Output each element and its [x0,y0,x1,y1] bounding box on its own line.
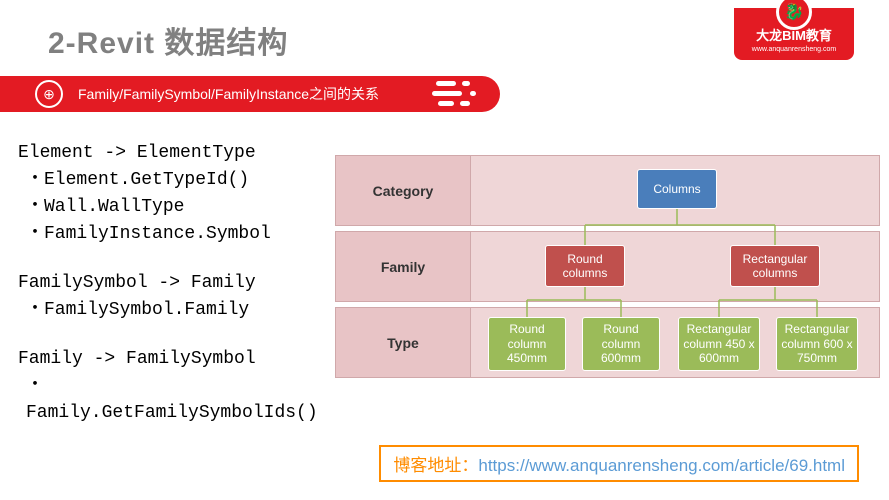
node-round: Round columns [545,245,625,287]
row-label: Category [335,155,470,226]
target-icon: ⊕ [35,80,63,108]
code-header: Family -> FamilySymbol [18,346,328,373]
node-rc450: Rectangular column 450 x 600mm [678,317,760,371]
node-rect: Rectangular columns [730,245,820,287]
code-block-2: FamilySymbol -> Family ・FamilySymbol.Fam… [18,270,328,324]
slide-title: 2-Revit 数据结构 [48,18,288,62]
code-block-1: Element -> ElementType ・Element.GetTypeI… [18,140,328,248]
code-line: ・Family.GetFamilySymbolIds() [18,373,328,427]
brand-url: www.anquanrensheng.com [752,46,836,53]
code-header: FamilySymbol -> Family [18,270,328,297]
brand-badge: 🐉 大龙BIM教育 www.anquanrensheng.com [734,8,854,60]
row-label: Type [335,307,470,378]
blog-link-box: 博客地址：https://www.anquanrensheng.com/arti… [379,445,859,482]
code-line: ・FamilySymbol.Family [18,297,328,324]
row-label: Family [335,231,470,302]
dots-decoration [432,78,492,110]
diagram-row-category: Category [335,155,880,226]
code-line: ・FamilyInstance.Symbol [18,221,328,248]
blog-url[interactable]: https://www.anquanrensheng.com/article/6… [478,456,845,475]
code-header: Element -> ElementType [18,140,328,167]
code-content: Element -> ElementType ・Element.GetTypeI… [18,140,328,449]
code-line: ・Wall.WallType [18,194,328,221]
blog-label: 博客地址： [393,456,478,475]
subtitle-text: Family/FamilySymbol/FamilyInstance之间的关系 [78,84,379,104]
subtitle-bar: ⊕ Family/FamilySymbol/FamilyInstance之间的关… [0,76,500,112]
node-r600: Round column 600mm [582,317,660,371]
node-columns: Columns [637,169,717,209]
node-rc600: Rectangular column 600 x 750mm [776,317,858,371]
code-block-3: Family -> FamilySymbol ・Family.GetFamily… [18,346,328,427]
code-line: ・Element.GetTypeId() [18,167,328,194]
hierarchy-diagram: Category Family Type Columns [335,155,880,383]
node-r450: Round column 450mm [488,317,566,371]
